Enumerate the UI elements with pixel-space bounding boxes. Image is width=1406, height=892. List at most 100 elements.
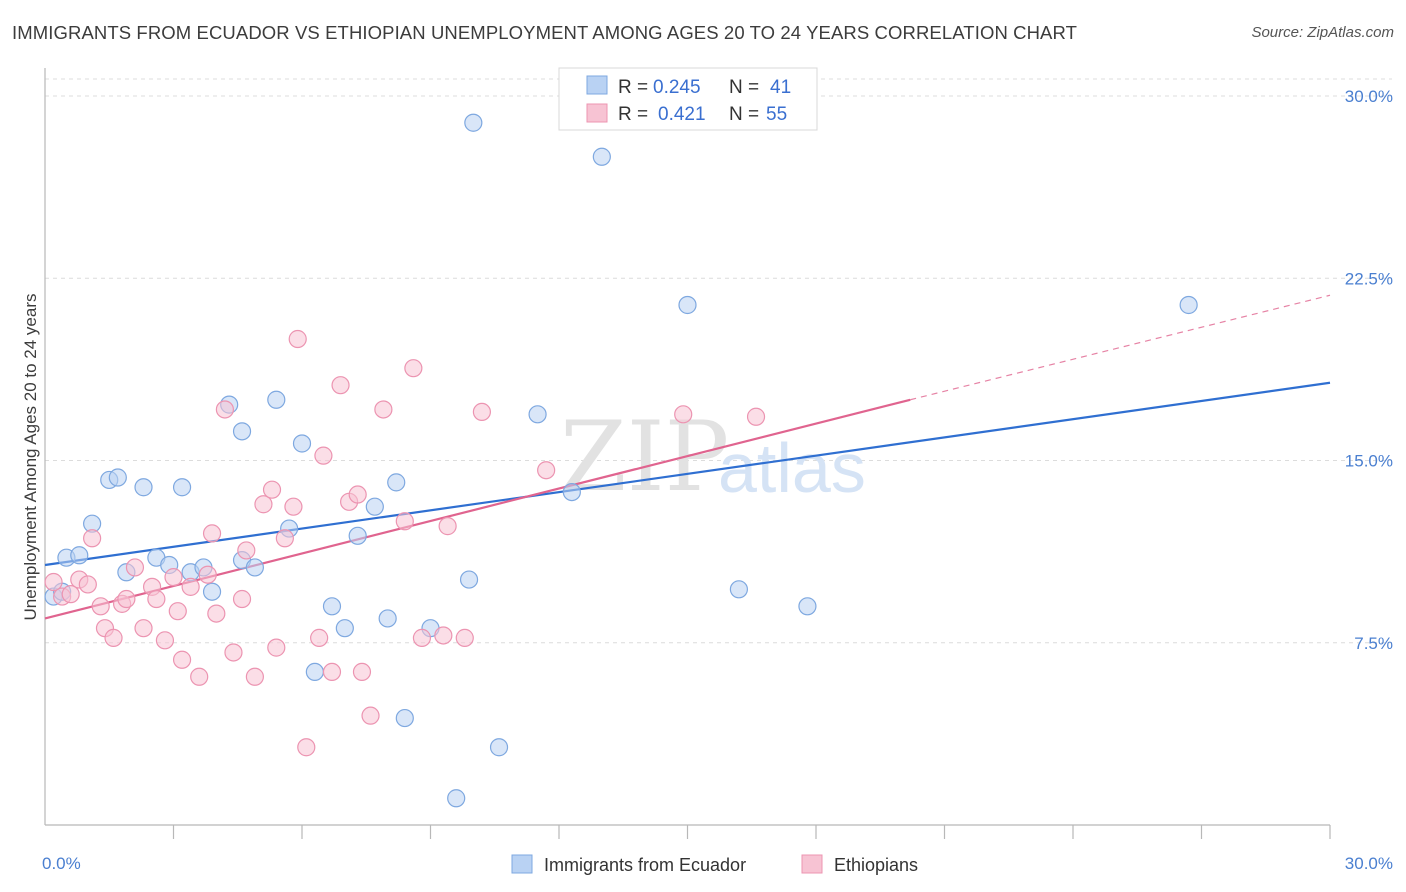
point-ethiopians <box>164 568 183 587</box>
bottom-legend-swatch-ecuador <box>511 854 533 874</box>
point-ethiopians <box>125 558 145 577</box>
tick-labels: 7.5% 15.0% 22.5% 30.0% 0.0% 30.0% <box>42 87 1393 873</box>
point-ethiopians <box>83 529 102 548</box>
point-ethiopians <box>168 602 187 621</box>
series-legend: Immigrants from Ecuador Ethiopians <box>511 854 918 875</box>
point-ethiopians <box>267 638 286 657</box>
legend-n-label-2: N = <box>729 104 759 125</box>
legend-n-value-1: 41 <box>770 77 791 98</box>
point-ethiopians <box>331 376 350 395</box>
watermark-atlas: atlas <box>718 429 866 507</box>
point-ecuador <box>387 473 406 492</box>
point-ethiopians <box>237 541 256 560</box>
legend-r-label-1: R = <box>618 77 648 98</box>
point-ecuador <box>245 558 264 577</box>
point-ecuador <box>70 546 89 565</box>
point-ecuador <box>232 422 252 441</box>
point-ethiopians <box>207 604 226 623</box>
legend-swatch-ethiopians <box>586 103 608 123</box>
legend-swatch-ecuador <box>586 75 608 95</box>
point-ethiopians <box>232 589 252 609</box>
legend-r-value-1: 0.245 <box>653 77 701 98</box>
point-ethiopians <box>374 400 393 419</box>
point-ethiopians <box>746 407 766 426</box>
point-ethiopians <box>198 565 217 584</box>
source-attribution: Source: ZipAtlas.com <box>1251 24 1394 41</box>
point-ethiopians <box>361 706 380 725</box>
point-ethiopians <box>61 585 80 604</box>
point-ecuador <box>459 570 479 589</box>
bottom-legend-swatch-ethiopians <box>801 854 823 874</box>
point-ecuador <box>108 468 127 487</box>
point-ethiopians <box>172 650 192 669</box>
point-ecuador <box>447 789 466 808</box>
point-ecuador <box>464 113 483 132</box>
point-ethiopians <box>262 480 282 499</box>
point-ecuador <box>267 390 286 409</box>
point-ethiopians <box>134 619 153 638</box>
point-ecuador <box>378 609 397 628</box>
point-ethiopians <box>310 628 329 647</box>
point-ethiopians <box>404 359 423 378</box>
point-ethiopians <box>412 628 432 647</box>
point-ethiopians <box>215 400 234 419</box>
point-ethiopians <box>181 577 200 596</box>
point-ecuador <box>348 526 367 545</box>
watermark-zip: ZIP <box>560 401 729 513</box>
point-ecuador <box>322 597 342 616</box>
bottom-legend-label-ethiopians: Ethiopians <box>834 855 918 875</box>
legend-n-label-1: N = <box>729 77 759 98</box>
axes <box>44 68 1331 839</box>
point-ecuador <box>292 434 312 453</box>
point-ecuador <box>592 147 611 166</box>
point-ecuador <box>528 405 547 424</box>
point-ethiopians <box>297 738 316 757</box>
point-ethiopians <box>537 461 556 480</box>
point-ethiopians <box>202 524 222 543</box>
data-points <box>44 113 1198 808</box>
y-tick-label: 30.0% <box>1345 87 1393 106</box>
point-ecuador <box>678 295 697 315</box>
point-ethiopians <box>352 662 372 682</box>
point-ecuador <box>305 662 324 682</box>
point-ecuador <box>365 497 384 516</box>
point-ethiopians <box>224 643 243 662</box>
x-tick-label-max: 30.0% <box>1345 854 1393 873</box>
point-ecuador <box>1179 295 1198 315</box>
point-ethiopians <box>245 667 264 686</box>
trend-line-ecuador <box>44 381 1331 567</box>
point-ecuador <box>202 582 222 601</box>
point-ethiopians <box>147 589 166 609</box>
point-ecuador <box>395 708 414 728</box>
point-ecuador <box>562 482 581 502</box>
point-ethiopians <box>284 497 303 516</box>
point-ecuador <box>489 738 509 757</box>
point-ethiopians <box>275 529 294 548</box>
y-tick-label: 22.5% <box>1345 269 1393 288</box>
point-ecuador <box>134 478 153 497</box>
point-ethiopians <box>348 485 367 504</box>
point-ethiopians <box>288 329 307 349</box>
point-ethiopians <box>117 589 136 609</box>
point-ecuador <box>335 619 354 638</box>
chart-title: IMMIGRANTS FROM ECUADOR VS ETHIOPIAN UNE… <box>12 22 1078 43</box>
point-ecuador <box>729 580 749 599</box>
point-ethiopians <box>322 662 342 682</box>
point-ethiopians <box>314 446 333 465</box>
legend-r-value-2: 0.421 <box>658 104 706 125</box>
point-ethiopians <box>190 667 209 686</box>
y-tick-label: 15.0% <box>1345 452 1393 471</box>
point-ethiopians <box>472 402 491 422</box>
point-ethiopians <box>78 575 97 594</box>
point-ethiopians <box>674 405 693 424</box>
point-ecuador <box>172 478 192 497</box>
point-ethiopians <box>155 631 175 650</box>
point-ethiopians <box>455 628 474 647</box>
y-tick-label: 7.5% <box>1354 634 1393 653</box>
point-ethiopians <box>434 626 453 645</box>
point-ethiopians <box>254 495 273 514</box>
x-tick-label-min: 0.0% <box>42 854 81 873</box>
watermark: ZIP atlas <box>560 401 866 513</box>
point-ethiopians <box>438 517 457 536</box>
